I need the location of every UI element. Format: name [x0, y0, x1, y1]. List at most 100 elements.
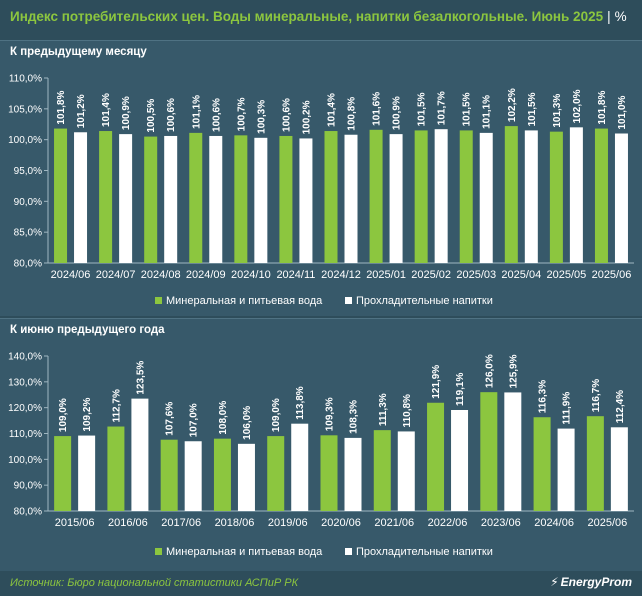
bar-soft: [291, 423, 309, 511]
bar-mineral: [504, 126, 518, 263]
data-label: 100,9%: [121, 96, 132, 130]
x-tick-label: 2024/08: [141, 269, 181, 281]
data-label: 101,8%: [56, 91, 67, 125]
data-label: 101,7%: [437, 91, 448, 125]
brand-logo-text: EnergyProm: [560, 575, 632, 589]
data-label: 116,3%: [538, 380, 549, 413]
y-tick-label: 140,0%: [8, 352, 42, 363]
bar-soft: [78, 435, 96, 511]
data-label: 101,0%: [617, 95, 628, 129]
data-label: 101,2%: [76, 94, 87, 128]
x-tick-label: 2025/01: [366, 269, 406, 281]
yearly-bar-chart: 80,0% 90,0% 100,0% 110,0% 120,0% 130,0% 140,0%…: [8, 352, 634, 558]
data-label: 109,0%: [58, 398, 69, 432]
x-tick-label: 2018/06: [215, 517, 255, 529]
x-tick-label: 2024/06: [51, 269, 91, 281]
bar-soft: [397, 431, 415, 511]
bar-mineral: [414, 130, 428, 263]
data-label: 100,5%: [146, 99, 157, 133]
data-label: 101,1%: [482, 95, 493, 129]
bar-soft: [524, 130, 538, 263]
monthly-chart-panel: К предыдущему месяцу 80,0% 85,0% 90,0% 95,0…: [0, 40, 642, 316]
x-tick-label: 2025/02: [411, 269, 451, 281]
data-label: 112,4%: [615, 390, 626, 423]
x-tick-label: 2016/06: [108, 517, 148, 529]
data-label: 101,3%: [552, 94, 563, 128]
legend-label-soft: Прохладительные напитки: [356, 295, 493, 307]
data-label: 106,0%: [242, 406, 253, 440]
y-tick-label: 95,0%: [14, 166, 42, 177]
bar-soft: [184, 441, 202, 511]
x-tick-label: 2022/06: [428, 517, 468, 529]
x-tick-label: 2015/06: [55, 517, 95, 529]
bar-mineral: [160, 439, 178, 511]
x-tick-label: 2025/03: [456, 269, 496, 281]
legend-swatch-soft: [345, 548, 352, 555]
data-label: 101,8%: [597, 91, 608, 125]
data-label: 125,9%: [508, 354, 519, 388]
bar-mineral: [533, 417, 551, 511]
bar-soft: [209, 135, 223, 263]
bolt-icon: ⚡: [550, 575, 559, 589]
chart-title: Индекс потребительских цен. Воды минерал…: [10, 9, 604, 24]
data-label: 107,0%: [189, 403, 200, 437]
data-label: 102,2%: [507, 88, 518, 122]
data-label: 101,5%: [417, 92, 428, 126]
legend-label-soft: Прохладительные напитки: [356, 546, 493, 558]
bar-soft: [74, 132, 88, 263]
y-tick-label: 80,0%: [14, 259, 42, 270]
data-label: 100,6%: [211, 98, 222, 132]
bar-mineral: [107, 426, 125, 511]
bar-mineral: [586, 416, 604, 511]
x-tick-label: 2024/06: [534, 517, 574, 529]
bar-soft: [569, 127, 583, 263]
bar-soft: [479, 132, 493, 263]
data-label: 109,3%: [325, 397, 336, 431]
data-label: 100,8%: [347, 97, 358, 131]
y-tick-label: 105,0%: [8, 104, 42, 115]
data-label: 100,9%: [392, 96, 403, 130]
bar-soft: [164, 135, 178, 263]
data-label: 111,3%: [378, 393, 389, 426]
bar-mineral: [480, 392, 498, 511]
legend-swatch-soft: [345, 297, 352, 304]
bar-soft: [344, 134, 358, 263]
legend-label-mineral: Минеральная и питьевая вода: [166, 546, 323, 558]
bar-mineral: [144, 136, 158, 263]
data-label: 108,3%: [349, 400, 360, 434]
data-label: 123,5%: [135, 361, 146, 395]
bar-soft: [610, 427, 628, 511]
bar-mineral: [373, 430, 391, 511]
x-tick-label: 2025/05: [547, 269, 587, 281]
bar-soft: [299, 138, 313, 263]
x-tick-label: 2020/06: [321, 517, 361, 529]
bar-mineral: [267, 436, 285, 511]
bar-soft: [504, 392, 522, 511]
bar-mineral: [99, 131, 113, 263]
bar-mineral: [320, 435, 338, 511]
bar-mineral: [189, 132, 203, 263]
bar-mineral: [234, 135, 248, 263]
data-label: 112,7%: [111, 389, 122, 422]
y-tick-label: 110,0%: [9, 429, 42, 440]
bar-mineral: [549, 131, 563, 263]
y-tick-label: 90,0%: [14, 481, 42, 492]
data-label: 100,6%: [166, 98, 177, 132]
y-tick-label: 80,0%: [14, 507, 42, 518]
legend-label-mineral: Минеральная и питьевая вода: [166, 295, 323, 307]
data-label: 100,6%: [281, 98, 292, 132]
y-tick-label: 110,0%: [9, 74, 42, 85]
data-label: 100,3%: [256, 100, 267, 134]
data-label: 101,4%: [101, 93, 112, 127]
bar-soft: [614, 133, 628, 263]
data-label: 121,9%: [431, 365, 442, 399]
x-tick-label: 2019/06: [268, 517, 308, 529]
bar-mineral: [54, 436, 72, 511]
legend-swatch-mineral: [155, 548, 162, 555]
data-label: 102,0%: [572, 89, 583, 123]
bar-mineral: [459, 130, 473, 263]
bar-soft: [344, 437, 362, 511]
legend-swatch-mineral: [155, 297, 162, 304]
x-tick-label: 2025/06: [587, 517, 627, 529]
data-label: 101,4%: [327, 93, 338, 127]
